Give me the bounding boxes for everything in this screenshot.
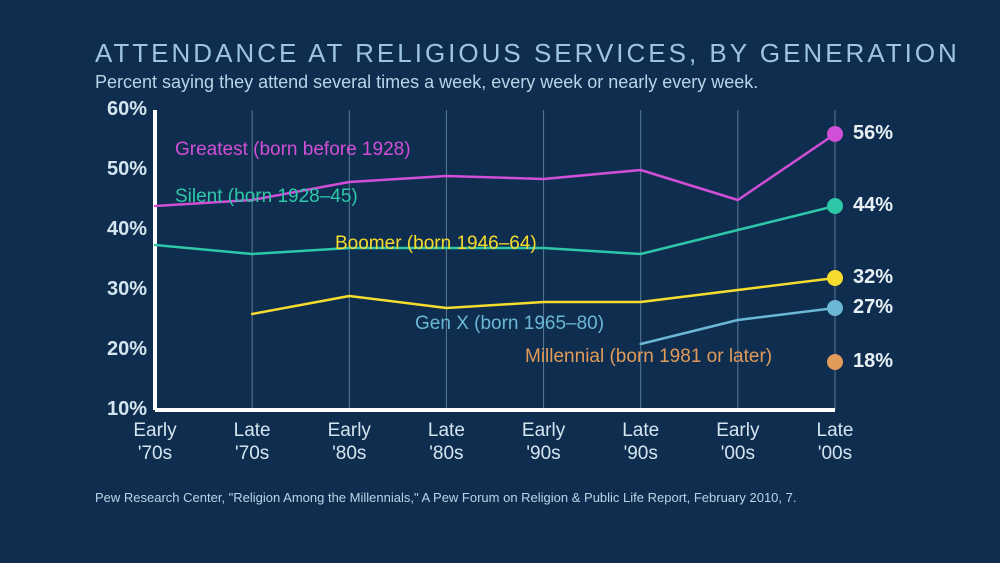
series-label-boomer: Boomer (born 1946–64) bbox=[335, 233, 537, 255]
line-gen x bbox=[641, 308, 835, 344]
end-marker-silent bbox=[827, 198, 843, 214]
end-label-gen x: 27% bbox=[853, 296, 893, 319]
series-label-greatest: Greatest (born before 1928) bbox=[175, 139, 411, 161]
series-label-silent: Silent (born 1928–45) bbox=[175, 186, 358, 208]
end-marker-gen x bbox=[827, 300, 843, 316]
line-boomer bbox=[252, 278, 835, 314]
end-label-greatest: 56% bbox=[853, 122, 893, 145]
chart-lines bbox=[0, 0, 1000, 563]
source-citation: Pew Research Center, "Religion Among the… bbox=[95, 490, 796, 505]
end-label-boomer: 32% bbox=[853, 266, 893, 289]
series-label-gen x: Gen X (born 1965–80) bbox=[415, 313, 604, 335]
end-marker-greatest bbox=[827, 126, 843, 142]
series-label-millennial: Millennial (born 1981 or later) bbox=[525, 346, 772, 368]
end-label-millennial: 18% bbox=[853, 350, 893, 373]
end-marker-millennial bbox=[827, 354, 843, 370]
end-label-silent: 44% bbox=[853, 194, 893, 217]
end-marker-boomer bbox=[827, 270, 843, 286]
